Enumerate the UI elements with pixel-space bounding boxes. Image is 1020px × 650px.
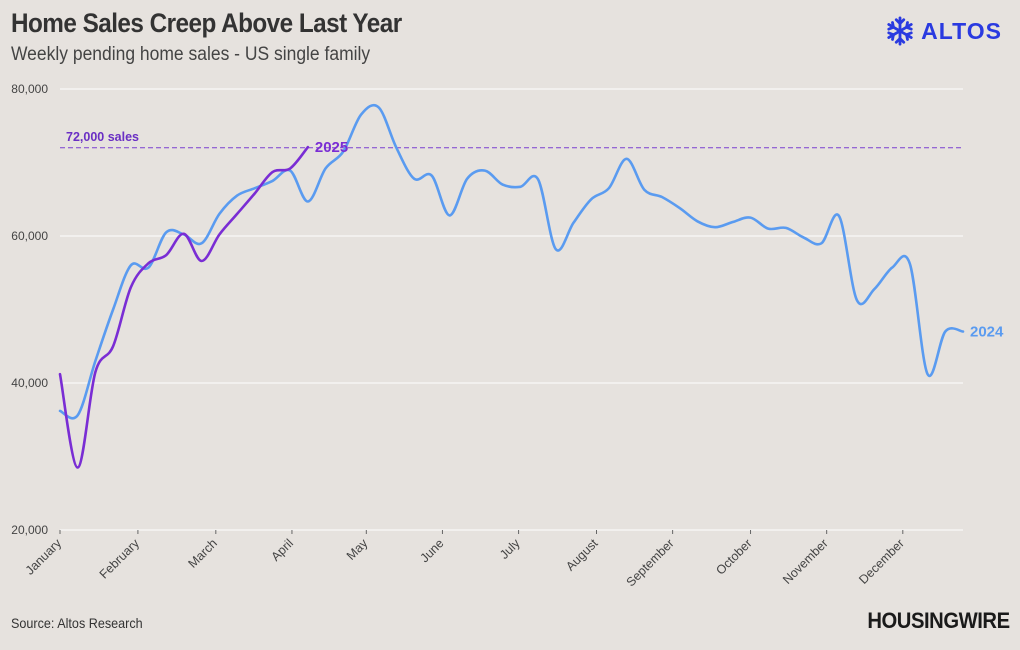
- data-point-2025: [218, 233, 221, 236]
- data-point-2024: [749, 216, 752, 219]
- data-point-2024: [59, 410, 62, 413]
- data-point-2025: [183, 233, 186, 236]
- data-point-2025: [289, 167, 292, 170]
- data-point-2025: [112, 345, 115, 348]
- x-tick-label: September: [624, 536, 677, 589]
- data-point-2024: [218, 213, 221, 216]
- data-point-2024: [555, 248, 558, 251]
- source-note: Source: Altos Research: [11, 615, 143, 631]
- chart-title: Home Sales Creep Above Last Year: [11, 8, 402, 38]
- data-point-2024: [360, 113, 363, 116]
- data-point-2025: [271, 171, 274, 174]
- data-point-2024: [147, 266, 150, 269]
- data-point-2024: [395, 147, 398, 150]
- data-point-2024: [785, 227, 788, 230]
- data-point-2024: [608, 187, 611, 190]
- chart-subtitle: Weekly pending home sales - US single fa…: [11, 44, 371, 65]
- data-point-2025: [94, 371, 97, 374]
- data-point-2025: [236, 213, 239, 216]
- housingwire-logo: HOUSINGWIRE: [867, 608, 1011, 633]
- data-point-2024: [324, 167, 327, 170]
- data-point-2025: [147, 262, 150, 265]
- data-point-2024: [431, 174, 434, 177]
- data-point-2025: [200, 260, 203, 263]
- data-point-2024: [519, 186, 522, 189]
- x-tick-label: December: [856, 536, 907, 587]
- data-point-2024: [94, 360, 97, 363]
- data-point-2024: [944, 330, 947, 333]
- data-point-2024: [909, 263, 912, 266]
- y-tick-label: 20,000: [11, 523, 48, 537]
- data-point-2024: [661, 196, 664, 199]
- x-tick-label: August: [563, 536, 601, 574]
- x-tick-label: June: [417, 536, 446, 565]
- x-tick-label: April: [268, 536, 296, 564]
- x-tick-label: January: [23, 536, 65, 578]
- x-tick-label: October: [713, 536, 754, 577]
- data-point-2025: [130, 286, 133, 289]
- data-point-2025: [165, 254, 168, 257]
- series-line-2025: [58, 145, 310, 469]
- data-point-2024: [838, 215, 841, 218]
- data-point-2024: [678, 207, 681, 210]
- x-tick-label: March: [185, 536, 219, 570]
- data-point-2024: [696, 220, 699, 223]
- data-point-2025: [59, 373, 62, 376]
- data-point-2024: [891, 266, 894, 269]
- data-point-2024: [466, 177, 469, 180]
- data-point-2024: [76, 414, 79, 417]
- altos-logo: ALTOS: [885, 15, 1002, 47]
- data-point-2024: [165, 231, 168, 234]
- data-point-2024: [307, 200, 310, 203]
- data-point-2024: [501, 183, 504, 186]
- data-point-2024: [254, 187, 257, 190]
- altos-wordmark: ALTOS: [921, 17, 1002, 44]
- data-point-2024: [590, 198, 593, 201]
- data-point-2024: [112, 308, 115, 311]
- data-point-2024: [714, 226, 717, 229]
- data-point-2024: [572, 222, 575, 225]
- data-point-2024: [625, 158, 628, 161]
- y-tick-label: 80,000: [11, 82, 48, 96]
- series-label-2024: 2024: [970, 324, 1004, 341]
- data-point-2024: [200, 242, 203, 245]
- data-point-2024: [413, 177, 416, 180]
- x-tick-label: November: [780, 536, 831, 587]
- series-label-2025: 2025: [315, 139, 348, 156]
- data-point-2024: [130, 264, 133, 267]
- x-tick-label: July: [497, 536, 523, 562]
- data-point-2025: [76, 466, 79, 469]
- y-tick-label: 40,000: [11, 376, 48, 390]
- data-point-2024: [377, 106, 380, 109]
- data-point-2024: [732, 221, 735, 224]
- data-point-2024: [271, 180, 274, 183]
- data-point-2024: [484, 169, 487, 172]
- data-point-2024: [926, 373, 929, 376]
- data-point-2024: [236, 194, 239, 197]
- x-tick-label: May: [344, 536, 371, 563]
- data-point-2025: [254, 192, 257, 195]
- series-line-2024: [58, 103, 965, 420]
- data-point-2024: [537, 178, 540, 181]
- data-point-2024: [448, 214, 451, 217]
- data-point-2024: [873, 288, 876, 291]
- reference-line-label: 72,000 sales: [66, 130, 139, 144]
- data-point-2024: [962, 330, 965, 333]
- y-tick-label: 60,000: [11, 229, 48, 243]
- data-point-2024: [802, 236, 805, 239]
- data-point-2024: [643, 188, 646, 191]
- data-point-2024: [856, 299, 859, 302]
- data-point-2025: [307, 146, 310, 149]
- data-point-2024: [767, 227, 770, 230]
- snowflake-icon: [887, 16, 913, 46]
- x-tick-label: February: [97, 536, 143, 582]
- data-point-2024: [820, 242, 823, 245]
